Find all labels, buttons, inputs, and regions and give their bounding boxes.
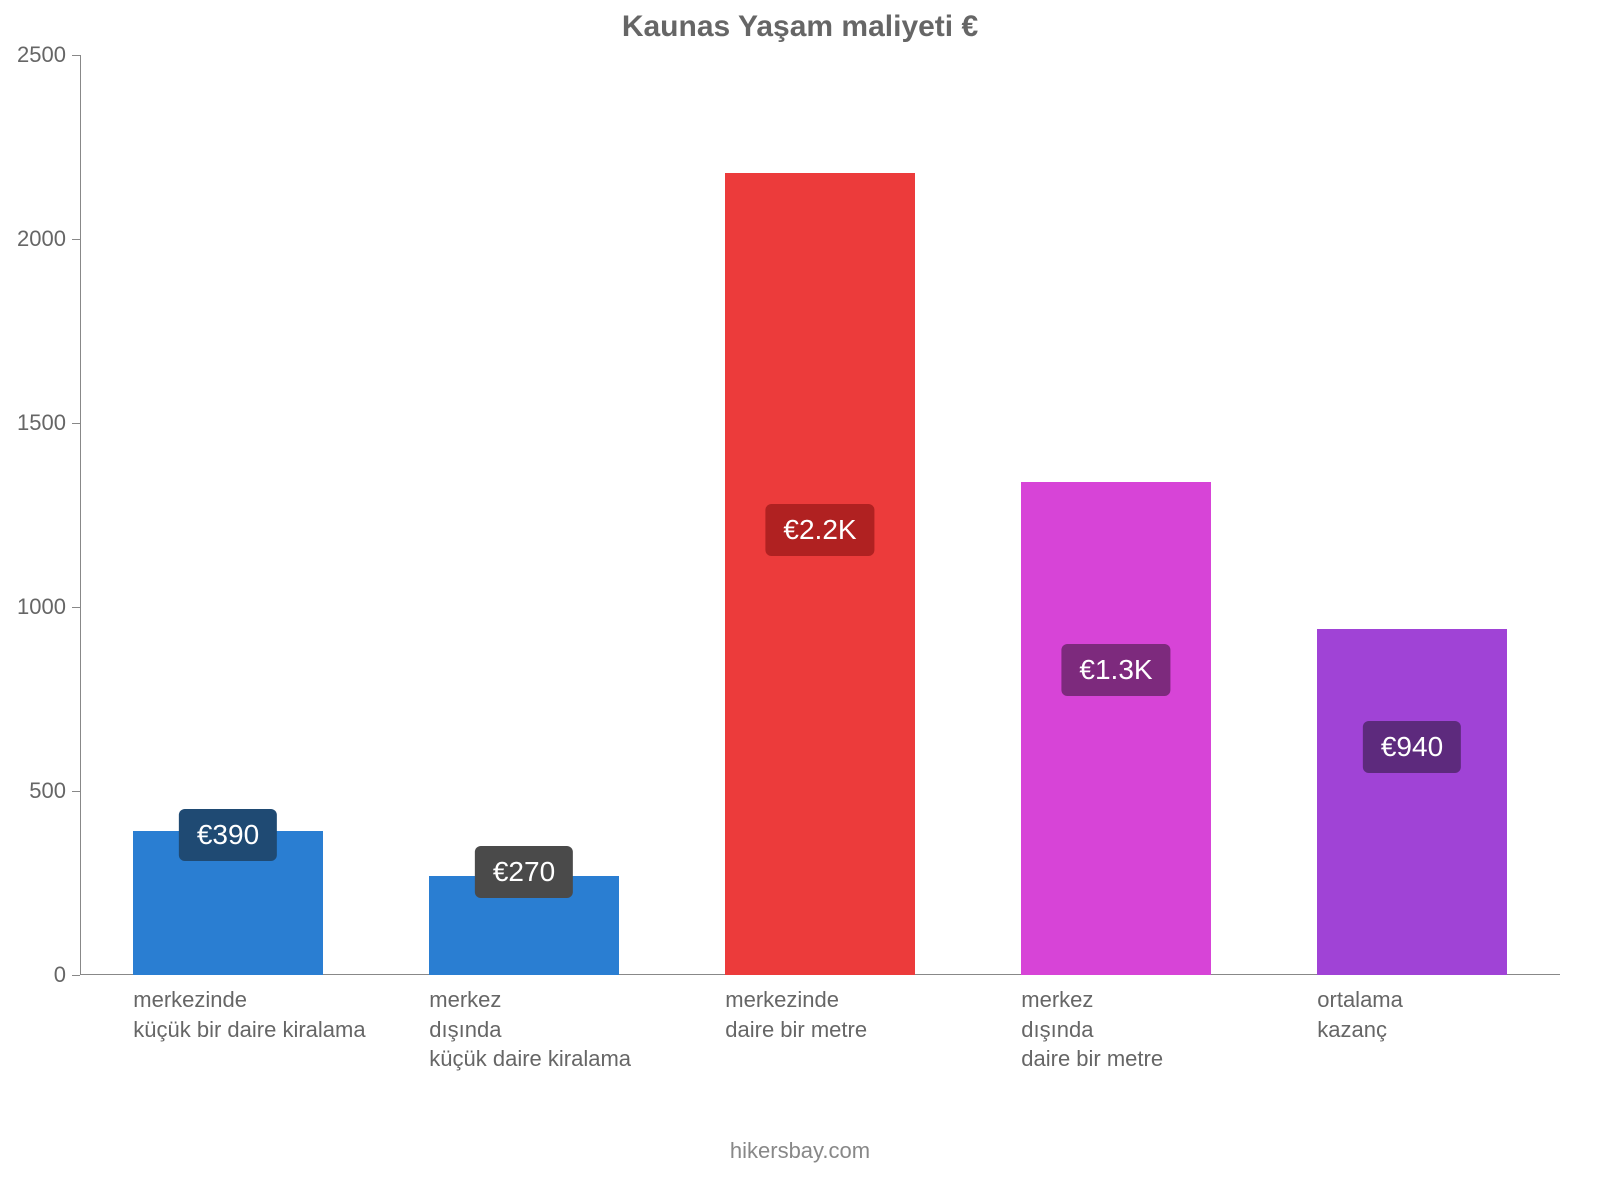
x-category-label: merkez dışında küçük daire kiralama: [429, 985, 631, 1074]
y-tick-label: 2500: [17, 42, 66, 68]
y-tick-mark: [72, 239, 80, 240]
bar-value-label: €2.2K: [765, 504, 874, 556]
y-tick-mark: [72, 423, 80, 424]
bar-slot: €390: [80, 55, 376, 975]
bar-value-label: €390: [179, 809, 277, 861]
bar: [1317, 629, 1506, 975]
x-category-label: merkez dışında daire bir metre: [1021, 985, 1163, 1074]
chart-footer: hikersbay.com: [0, 1138, 1600, 1164]
bar: [725, 173, 914, 975]
y-tick-label: 500: [29, 778, 66, 804]
bar-slot: €940: [1264, 55, 1560, 975]
y-tick-mark: [72, 791, 80, 792]
y-tick-label: 1500: [17, 410, 66, 436]
x-category-label: merkezinde küçük bir daire kiralama: [133, 985, 365, 1044]
cost-of-living-chart: Kaunas Yaşam maliyeti € 0 500 1000 1500 2000…: [0, 0, 1600, 1200]
bar-value-label: €270: [475, 846, 573, 898]
plot-area: 05001000150020002500 €390€270€2.2K€1.3K€…: [80, 55, 1560, 975]
y-tick-mark: [72, 55, 80, 56]
bar: [1021, 482, 1210, 975]
y-tick-mark: [72, 607, 80, 608]
bar-slot: €2.2K: [672, 55, 968, 975]
y-tick-mark: [72, 975, 80, 976]
bar-slot: €1.3K: [968, 55, 1264, 975]
bar-slot: €270: [376, 55, 672, 975]
x-category-label: ortalama kazanç: [1317, 985, 1403, 1044]
bar-value-label: €1.3K: [1061, 644, 1170, 696]
chart-title: Kaunas Yaşam maliyeti €: [0, 10, 1600, 44]
y-tick-label: 0: [54, 962, 66, 988]
y-tick-label: 2000: [17, 226, 66, 252]
x-category-label: merkezinde daire bir metre: [725, 985, 867, 1044]
bars-container: €390 €270 €2.2K €1.3K €940: [80, 55, 1560, 975]
bar-value-label: €940: [1363, 721, 1461, 773]
y-tick-label: 1000: [17, 594, 66, 620]
